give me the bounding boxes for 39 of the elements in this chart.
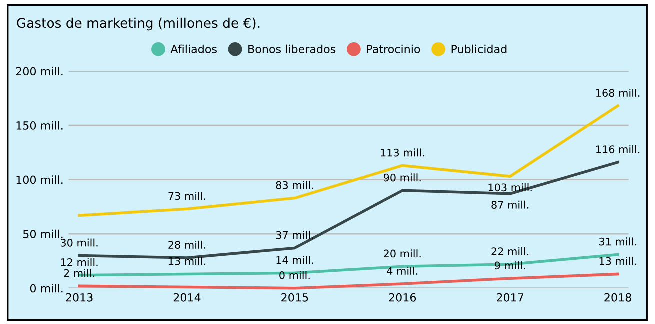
- data-label: 31 mill.: [599, 238, 636, 246]
- data-label: 28 mill.: [168, 240, 206, 250]
- data-label: 168 mill.: [596, 88, 640, 98]
- data-label: 0 mill.: [280, 271, 310, 280]
- x-tick-label: 2015: [282, 293, 308, 302]
- legend-label: Afiliados: [170, 44, 217, 54]
- legend-label: Bonos liberados: [248, 44, 336, 54]
- legend-label: Patrocinio: [367, 44, 420, 54]
- y-tick-label: 50 mill.: [23, 230, 63, 238]
- data-label: 2 mill.: [64, 269, 94, 278]
- x-tick-label: 2017: [497, 293, 524, 302]
- data-label: 12 mill.: [61, 258, 98, 266]
- legend-label: Publicidad: [452, 44, 507, 54]
- data-label: 73 mill.: [168, 192, 206, 200]
- data-label: 20 mill.: [384, 250, 421, 258]
- y-tick-label: 0 mill.: [30, 284, 63, 293]
- data-label: 9 mill.: [494, 262, 526, 270]
- data-label: 113 mill.: [381, 148, 424, 157]
- x-tick-label: 2013: [66, 293, 93, 302]
- data-label: 37 mill.: [276, 231, 314, 240]
- data-label: 83 mill.: [276, 181, 314, 190]
- y-tick-label: 100 mill.: [16, 176, 63, 184]
- line-series: [78, 104, 620, 218]
- data-label: 87 mill.: [492, 200, 529, 209]
- y-tick-label: 150 mill.: [16, 121, 63, 130]
- data-label: 103 mill.: [488, 184, 532, 192]
- y-tick-label: 200 mill.: [16, 67, 63, 76]
- data-label: 4 mill.: [387, 266, 418, 275]
- chart-title: Gastos de marketing (millones de €).: [17, 18, 260, 31]
- data-label: 90 mill.: [384, 174, 421, 182]
- x-tick-label: 2018: [604, 293, 632, 302]
- data-label: 30 mill.: [60, 238, 98, 247]
- x-tick-label: 2014: [174, 293, 201, 302]
- data-label: 116 mill.: [596, 145, 640, 154]
- data-label: 13 mill.: [169, 257, 206, 266]
- x-tick-label: 2016: [389, 293, 416, 302]
- data-label: 13 mill.: [600, 257, 636, 266]
- data-label: 14 mill.: [276, 256, 314, 264]
- data-label: 22 mill.: [492, 247, 529, 256]
